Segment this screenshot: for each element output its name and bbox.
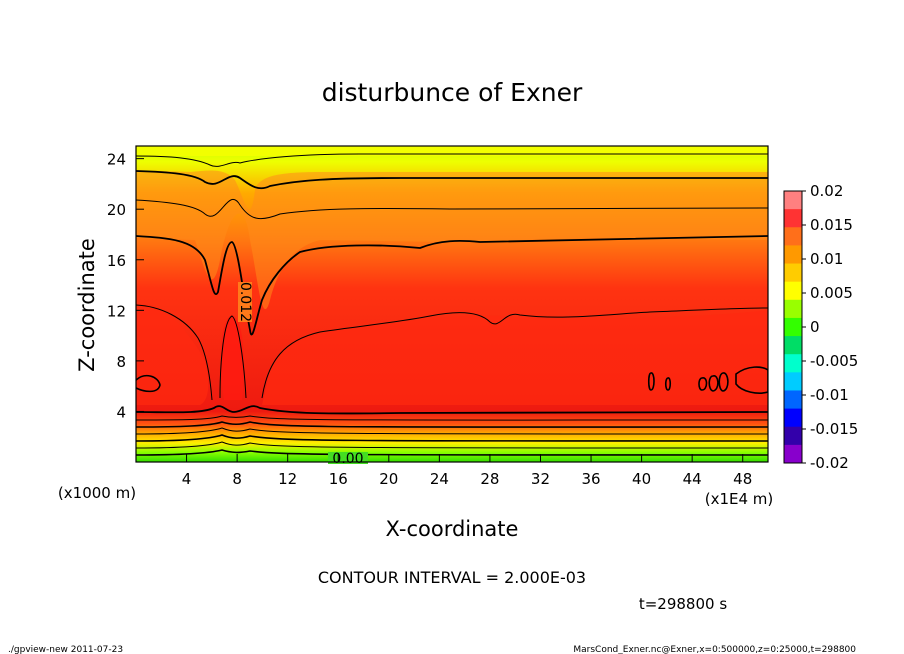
- colorbar-tick-label: 0.02: [810, 182, 843, 200]
- contour-line: [219, 315, 247, 399]
- z-tick-label: 16: [107, 252, 126, 270]
- x-tick-label: 4: [182, 470, 192, 488]
- contour-line: [698, 372, 729, 392]
- colorbar-tick-label: 0.005: [810, 284, 853, 302]
- plot-frame: [135, 145, 769, 463]
- contour-interval: CONTOUR INTERVAL = 2.000E-03: [318, 568, 586, 587]
- contour-line: [136, 427, 768, 435]
- x-tick-label: 24: [430, 470, 449, 488]
- colorbar-swatch: [784, 317, 802, 337]
- colorbar-swatch: [784, 444, 802, 464]
- x-tick-label: 44: [683, 470, 702, 488]
- colorbar-swatch: [784, 209, 802, 228]
- contour-line: [647, 372, 655, 391]
- colorbar-tick-label: 0.01: [810, 250, 843, 268]
- colorbar: [784, 191, 802, 464]
- x-tick-label: 32: [531, 470, 550, 488]
- contour-line: [136, 449, 768, 456]
- chart-title: disturbunce of Exner: [322, 78, 583, 107]
- colorbar-tick-label: 0.015: [810, 216, 853, 234]
- contour-line: [136, 441, 768, 449]
- colorbar-tick-label: 0: [810, 318, 820, 336]
- colorbar-swatch: [784, 354, 802, 373]
- x-tick-label: 28: [480, 470, 499, 488]
- colorbar-swatch: [784, 336, 802, 355]
- contour-line: [136, 304, 213, 401]
- contour-line: [735, 366, 768, 394]
- colorbar-swatch: [784, 408, 802, 428]
- field-red-core: [136, 304, 209, 405]
- contour-line: [136, 415, 768, 421]
- contour-line: [136, 434, 768, 442]
- z-axis-label: Z-coordinate: [75, 238, 99, 372]
- contour-line: [136, 421, 768, 428]
- z-tick-label: 8: [116, 353, 126, 371]
- z-unit-note: (x1000 m): [58, 484, 136, 502]
- contour-line: [136, 405, 768, 415]
- contour-lines: [136, 153, 768, 456]
- colorbar-swatch: [784, 191, 802, 210]
- x-tick-label: 40: [632, 470, 651, 488]
- field-red-core-east: [262, 310, 768, 405]
- colorbar-swatch: [784, 426, 802, 446]
- colorbar-swatch: [784, 281, 802, 301]
- field-updraft-column: [220, 315, 244, 400]
- x-tick-label: 36: [581, 470, 600, 488]
- colorbar-swatch: [784, 245, 802, 265]
- contour-label: 0.00: [332, 451, 363, 467]
- z-tick-label: 20: [107, 201, 126, 219]
- colorbar-swatch: [784, 227, 802, 246]
- x-tick-label: 16: [329, 470, 348, 488]
- x-axis-label: X-coordinate: [386, 517, 519, 541]
- colorbar-swatch: [784, 263, 802, 283]
- contour-line: [664, 377, 672, 391]
- time-label: t=298800 s: [639, 595, 727, 613]
- colorbar-tick-label: -0.005: [810, 352, 858, 370]
- colorbar-ticks: 0.02 0.015 0.01 0.005 0 -0.005 -0.01 -0.015 -0.0…: [802, 182, 858, 472]
- contour-line: [136, 198, 768, 220]
- footer-right: MarsCond_Exner.nc@Exner,x=0:500000,z=0:2…: [573, 645, 856, 654]
- contour-line: [136, 170, 768, 190]
- field-orange-band: [136, 170, 768, 310]
- contour-line: [136, 153, 768, 167]
- contour-label: 0.012: [237, 282, 253, 322]
- contour-field: [136, 146, 768, 462]
- z-tick-label: 4: [116, 403, 126, 421]
- field-top-yellow: [136, 146, 768, 156]
- colorbar-swatch: [784, 299, 802, 319]
- x-tick-label: 12: [278, 470, 297, 488]
- contour-line: [136, 374, 161, 393]
- x-unit-note: (x1E4 m): [705, 490, 774, 508]
- colorbar-swatch: [784, 372, 802, 391]
- z-tick-label: 24: [107, 151, 126, 169]
- footer-left: ./gpview-new 2011-07-23: [8, 645, 123, 654]
- contour-line: [261, 307, 768, 399]
- colorbar-tick-label: -0.02: [810, 454, 849, 472]
- contour-label-backdrop: [238, 282, 252, 322]
- colorbar-swatch: [784, 390, 802, 410]
- colorbar-tick-label: -0.01: [810, 386, 849, 404]
- x-tick-label: 20: [379, 470, 398, 488]
- contour-line: [136, 235, 768, 336]
- x-tick-label: 48: [733, 470, 752, 488]
- x-axis-ticks: 4 8 12 16 20 24 28 32 36 40 44 48: [182, 454, 752, 488]
- z-axis-ticks: 4 8 12 16 20 24: [107, 151, 144, 421]
- colorbar-tick-label: -0.015: [810, 420, 858, 438]
- z-tick-label: 12: [107, 302, 126, 320]
- x-tick-label: 8: [232, 470, 242, 488]
